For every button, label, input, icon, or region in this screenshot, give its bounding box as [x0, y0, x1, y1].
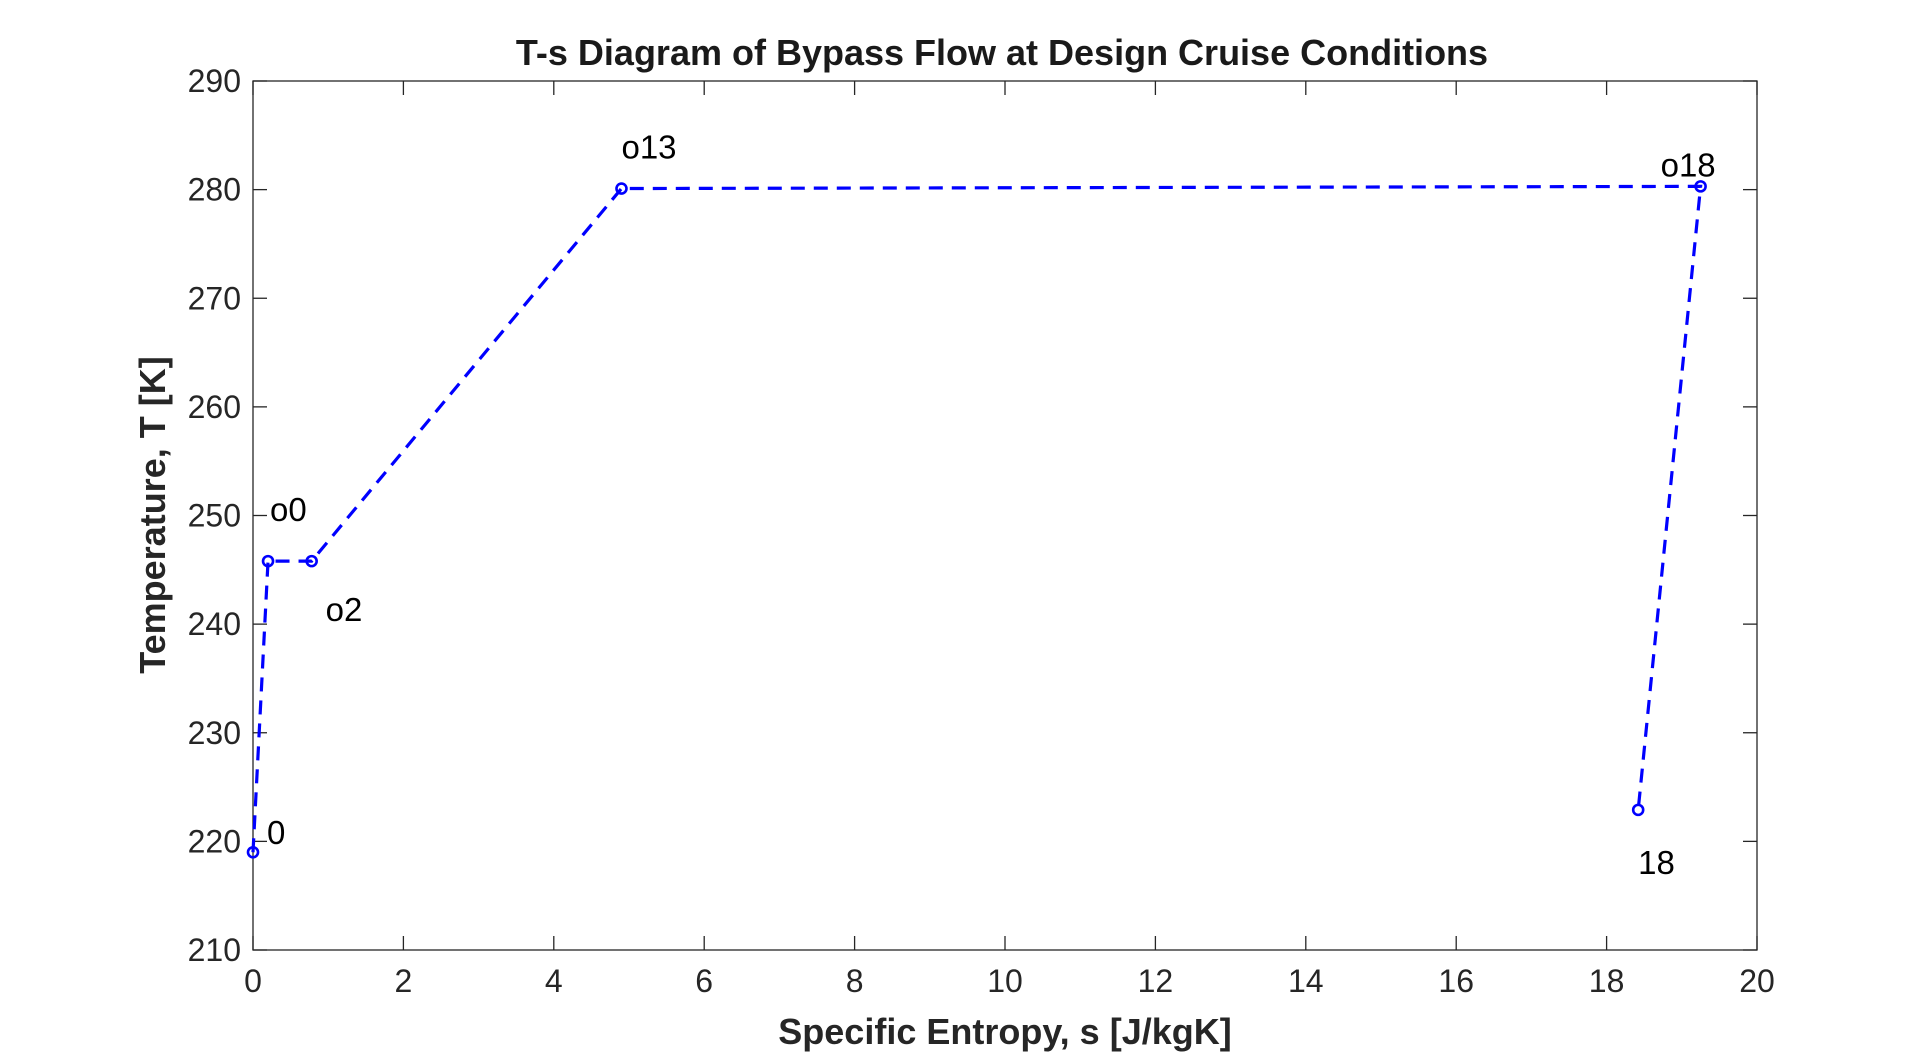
- series-layer: [246, 180, 1707, 859]
- x-tick-label: 6: [695, 963, 713, 999]
- x-tick-label: 10: [987, 963, 1023, 999]
- x-tick-label: 2: [395, 963, 413, 999]
- y-tick-label: 280: [188, 172, 241, 208]
- plot-area-frame: [252, 80, 1758, 951]
- y-axis-label: Temperature, T [K]: [132, 356, 173, 673]
- point-label: 0: [267, 814, 285, 851]
- point-label: o2: [326, 591, 363, 628]
- x-tick-label: 14: [1288, 963, 1324, 999]
- y-tick-label: 210: [188, 932, 241, 968]
- x-tick-label: 0: [244, 963, 262, 999]
- series-line: [251, 184, 1703, 853]
- point-label: o13: [621, 129, 676, 166]
- data-point-marker: [261, 554, 275, 568]
- y-tick-label: 290: [188, 63, 241, 99]
- x-tick-label: 8: [846, 963, 864, 999]
- point-label: 18: [1638, 844, 1675, 881]
- y-axis-ticks: 210 220 230 240 250 260 270 280 290: [188, 63, 1757, 968]
- data-point-marker: [615, 182, 628, 195]
- y-tick-label: 240: [188, 606, 241, 642]
- data-point-marker: [1631, 803, 1645, 817]
- y-tick-label: 230: [188, 715, 241, 751]
- point-label: o18: [1661, 146, 1716, 183]
- point-label: o0: [270, 491, 307, 528]
- y-tick-label: 220: [188, 823, 241, 859]
- x-tick-label: 12: [1138, 963, 1174, 999]
- x-tick-label: 16: [1438, 963, 1474, 999]
- y-tick-label: 260: [188, 389, 241, 425]
- data-point-marker: [1694, 180, 1707, 193]
- data-point-marker: [305, 554, 318, 568]
- chart-title: T-s Diagram of Bypass Flow at Design Cru…: [516, 32, 1488, 73]
- x-axis-ticks: 0 2 4 6 8 10 12 14 16 18 20: [244, 81, 1775, 999]
- y-tick-label: 250: [188, 498, 241, 534]
- x-tick-label: 4: [545, 963, 563, 999]
- data-point-marker: [246, 845, 260, 859]
- x-tick-label: 18: [1589, 963, 1625, 999]
- x-tick-label: 20: [1739, 963, 1775, 999]
- point-labels: 0 o0 o2 o13 o18 18: [267, 129, 1716, 881]
- x-axis-label: Specific Entropy, s [J/kgK]: [778, 1011, 1231, 1052]
- y-tick-label: 270: [188, 280, 241, 316]
